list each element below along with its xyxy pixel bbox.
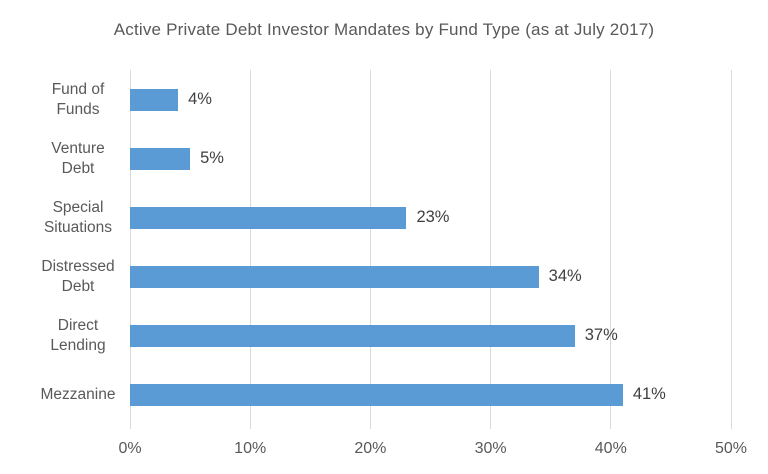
- category-label: Special Situations: [43, 198, 113, 236]
- x-axis-tick-label: 20%: [354, 440, 387, 457]
- gridline: [490, 70, 492, 429]
- category-label: Venture Debt: [51, 139, 105, 177]
- value-label: 23%: [416, 208, 450, 226]
- gridline: [730, 70, 732, 429]
- category-label: Direct Lending: [50, 316, 106, 354]
- bar: [130, 265, 539, 288]
- bar: [130, 147, 191, 170]
- gridline: [369, 70, 371, 429]
- category-label: Mezzanine: [40, 385, 116, 403]
- value-label: 41%: [632, 385, 666, 403]
- bar: [130, 324, 575, 347]
- gridline: [610, 70, 612, 429]
- value-label: 34%: [548, 267, 582, 285]
- x-axis-tick-label: 0%: [118, 440, 142, 457]
- value-label: 4%: [188, 90, 212, 108]
- x-axis-tick-label: 10%: [234, 440, 267, 457]
- x-axis-tick-label: 50%: [714, 440, 748, 457]
- bar: [130, 88, 179, 111]
- bar: [130, 383, 623, 406]
- category-label: Distressed Debt: [41, 257, 115, 295]
- x-axis-tick-label: 30%: [474, 440, 507, 457]
- category-label: Fund of Funds: [51, 80, 105, 118]
- gridline: [249, 70, 251, 429]
- value-label: 5%: [200, 149, 224, 167]
- gridline: [129, 70, 131, 429]
- chart-title: Active Private Debt Investor Mandates by…: [113, 20, 655, 39]
- x-axis-tick-label: 40%: [594, 440, 627, 457]
- bar: [130, 206, 407, 229]
- value-label: 37%: [584, 326, 618, 344]
